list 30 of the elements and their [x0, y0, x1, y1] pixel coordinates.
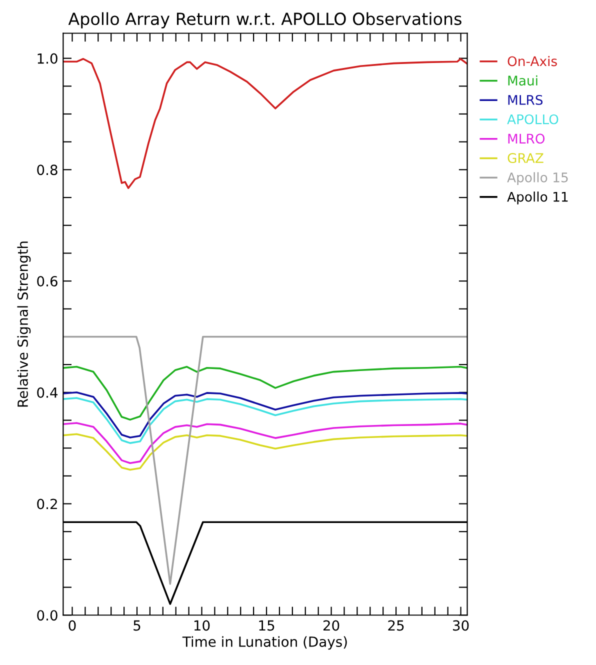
y-axis-title: Relative Signal Strength — [17, 242, 31, 407]
line-series — [63, 58, 468, 189]
line-series — [63, 391, 468, 438]
y-tick-label: 0.2 — [37, 498, 57, 510]
legend-label: Maui — [508, 75, 538, 86]
chart-title: Apollo Array Return w.r.t. APOLLO Observations — [68, 12, 462, 28]
x-tick-label: 30 — [453, 620, 469, 631]
legend-label: Apollo 11 — [507, 192, 568, 204]
legend-label: Apollo 15 — [507, 172, 568, 185]
x-tick-label: 15 — [259, 620, 274, 631]
x-tick-label: 20 — [323, 620, 340, 631]
line-series — [63, 422, 468, 464]
line-series — [63, 433, 468, 471]
x-axis-title: Time in Lunation (Days) — [182, 636, 347, 650]
legend-label: MLRO — [508, 134, 545, 144]
x-tick-label: 0 — [68, 620, 76, 631]
x-tick-label: 5 — [134, 620, 140, 631]
y-tick-label: 0.6 — [37, 276, 58, 287]
legend-label: MLRS — [508, 94, 543, 105]
line-series — [63, 366, 468, 421]
y-tick-label: 0.8 — [37, 164, 58, 176]
legend-label: GRAZ — [508, 153, 544, 164]
y-tick-label: 0.4 — [37, 387, 58, 398]
legend-label: On-Axis — [508, 56, 557, 66]
x-tick-label: 10 — [194, 620, 210, 631]
x-tick-label: 25 — [388, 620, 404, 631]
y-tick-label: 0.0 — [37, 610, 58, 621]
line-series — [63, 397, 468, 444]
y-tick-label: 1.0 — [38, 53, 58, 64]
legend-label: APOLLO — [507, 114, 558, 124]
